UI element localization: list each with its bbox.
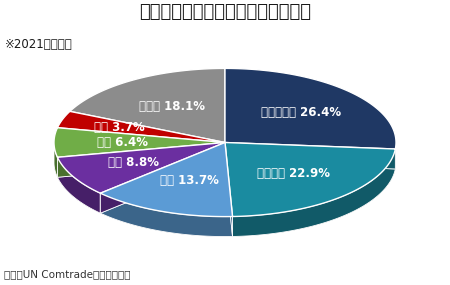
Polygon shape xyxy=(54,143,58,177)
Text: 中国 3.7%: 中国 3.7% xyxy=(94,121,145,134)
Ellipse shape xyxy=(54,88,396,237)
Polygon shape xyxy=(225,142,396,169)
Polygon shape xyxy=(225,142,396,169)
Polygon shape xyxy=(100,142,233,217)
Text: 日本 6.4%: 日本 6.4% xyxy=(97,136,148,149)
Polygon shape xyxy=(225,142,233,237)
Polygon shape xyxy=(70,68,225,142)
Polygon shape xyxy=(225,142,233,237)
Polygon shape xyxy=(58,142,225,177)
Polygon shape xyxy=(58,142,225,193)
Polygon shape xyxy=(233,149,396,237)
Text: ベトナム 22.9%: ベトナム 22.9% xyxy=(257,167,330,180)
Text: 米：国別、太陽光パネル関連輸入額: 米：国別、太陽光パネル関連輸入額 xyxy=(139,3,311,21)
Text: 出所：UN Comtradeより筆者作成: 出所：UN Comtradeより筆者作成 xyxy=(4,269,131,279)
Polygon shape xyxy=(54,128,225,157)
Polygon shape xyxy=(100,193,233,237)
Text: その他 18.1%: その他 18.1% xyxy=(139,100,205,113)
Polygon shape xyxy=(58,111,225,142)
Polygon shape xyxy=(58,142,225,177)
Polygon shape xyxy=(58,157,100,213)
Text: ※2021年ベース: ※2021年ベース xyxy=(4,38,72,52)
Text: タイ 13.7%: タイ 13.7% xyxy=(160,174,219,187)
Polygon shape xyxy=(100,142,225,213)
Polygon shape xyxy=(100,142,225,213)
Text: 韓国 8.8%: 韓国 8.8% xyxy=(108,156,159,170)
Polygon shape xyxy=(225,68,396,149)
Polygon shape xyxy=(225,142,396,217)
Text: マレーシア 26.4%: マレーシア 26.4% xyxy=(261,106,341,119)
